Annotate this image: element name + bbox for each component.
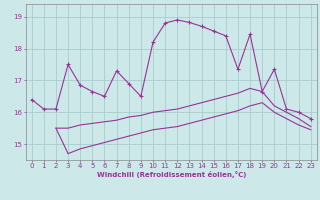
X-axis label: Windchill (Refroidissement éolien,°C): Windchill (Refroidissement éolien,°C) [97, 171, 246, 178]
